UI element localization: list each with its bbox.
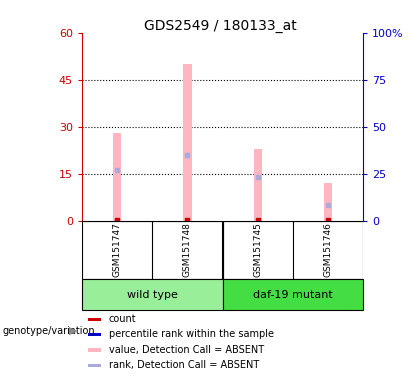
Text: GSM151746: GSM151746 <box>324 222 333 277</box>
Bar <box>324 183 332 220</box>
Text: wild type: wild type <box>127 290 178 300</box>
Text: count: count <box>109 314 136 324</box>
Bar <box>113 133 121 220</box>
Bar <box>254 149 262 220</box>
Bar <box>223 279 363 310</box>
Text: rank, Detection Call = ABSENT: rank, Detection Call = ABSENT <box>109 360 259 370</box>
Text: percentile rank within the sample: percentile rank within the sample <box>109 329 274 339</box>
Text: GSM151748: GSM151748 <box>183 222 192 277</box>
Bar <box>87 318 102 321</box>
Bar <box>87 364 102 367</box>
Bar <box>87 333 102 336</box>
Text: value, Detection Call = ABSENT: value, Detection Call = ABSENT <box>109 345 264 355</box>
Bar <box>87 348 102 352</box>
Text: GSM151745: GSM151745 <box>253 222 262 277</box>
Bar <box>82 279 223 310</box>
Text: ▶: ▶ <box>69 326 78 336</box>
Text: genotype/variation: genotype/variation <box>2 326 95 336</box>
Text: GDS2549 / 180133_at: GDS2549 / 180133_at <box>144 19 297 33</box>
Bar <box>183 64 192 220</box>
Text: daf-19 mutant: daf-19 mutant <box>253 290 333 300</box>
Text: GSM151747: GSM151747 <box>113 222 121 277</box>
